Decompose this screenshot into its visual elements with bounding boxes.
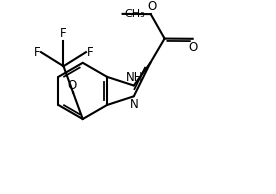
Text: CH₃: CH₃ <box>124 9 145 19</box>
Text: F: F <box>60 27 67 40</box>
Text: O: O <box>68 79 77 92</box>
Text: F: F <box>87 46 94 59</box>
Text: O: O <box>147 0 156 13</box>
Text: NH: NH <box>126 71 144 84</box>
Text: F: F <box>33 46 40 59</box>
Text: N: N <box>130 98 139 111</box>
Text: O: O <box>188 41 197 54</box>
